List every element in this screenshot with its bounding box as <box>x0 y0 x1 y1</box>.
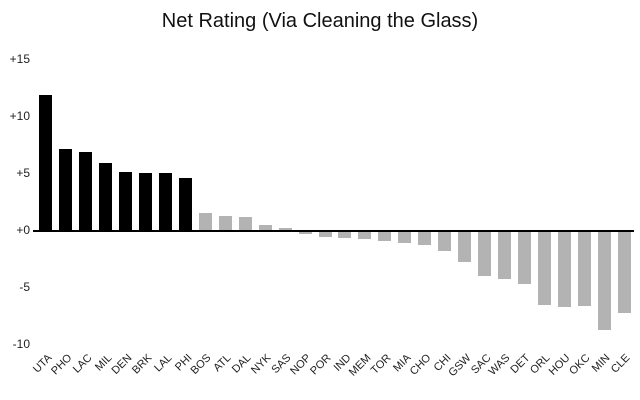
chart-bar-brk <box>139 173 153 230</box>
chart-bar-cle <box>617 232 631 313</box>
y-axis-label: +0 <box>16 223 30 237</box>
y-axis-label: +15 <box>9 52 30 66</box>
chart-title: Net Rating (Via Cleaning the Glass) <box>161 10 479 32</box>
chart-bar-min <box>597 232 611 331</box>
chart-bar-lac <box>79 152 93 230</box>
chart-bar-por <box>318 232 332 237</box>
chart-bar-nyk <box>258 225 272 230</box>
chart-bar-hou <box>557 232 571 308</box>
chart-bar-den <box>119 171 133 230</box>
chart-bar-atl <box>218 216 232 230</box>
chart-bar-chi <box>438 232 452 252</box>
chart-bar-bos <box>198 212 212 230</box>
chart-bar-mia <box>398 232 412 244</box>
chart-bar-dal <box>238 217 252 230</box>
chart-bar-sac <box>478 232 491 277</box>
chart-bar-cho <box>418 232 432 245</box>
chart-bar-okc <box>577 232 591 307</box>
y-axis-label: +10 <box>9 109 30 123</box>
chart-bar-pho <box>59 149 73 230</box>
chart-bar-nop <box>298 232 312 235</box>
chart-bar-sas <box>278 227 292 230</box>
chart-bar-tor <box>378 232 392 242</box>
y-axis-label: -10 <box>12 337 30 351</box>
chart-bar-mem <box>358 232 372 239</box>
y-axis-label: +5 <box>16 166 30 180</box>
chart-bar-lal <box>159 173 173 230</box>
chart-bar-uta <box>39 95 53 230</box>
chart-bar-det <box>517 232 531 285</box>
y-axis-label: -5 <box>19 280 30 294</box>
chart-bar-mil <box>99 162 113 230</box>
zero-axis-line <box>33 230 634 232</box>
chart-bar-orl <box>537 232 551 305</box>
chart-bar-was <box>497 232 511 279</box>
chart-bar-gsw <box>458 232 472 262</box>
chart-bar-ind <box>338 232 352 238</box>
chart-bar-phi <box>179 177 192 230</box>
